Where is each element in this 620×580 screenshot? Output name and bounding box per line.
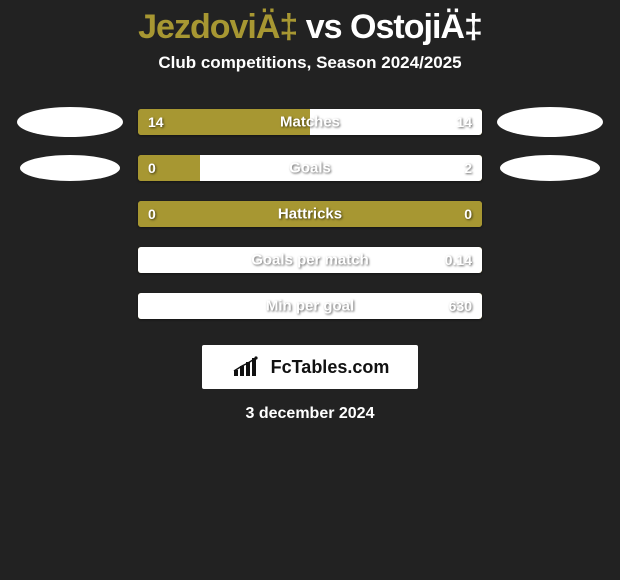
stat-value-player1: 14: [148, 114, 164, 130]
player2-marker: [497, 107, 603, 137]
stat-row: 0.14 Goals per match: [0, 247, 620, 273]
stat-name: Hattricks: [278, 206, 342, 223]
stat-name: Min per goal: [266, 298, 354, 315]
left-slot: [10, 155, 130, 181]
stat-row: 14 14 Matches: [0, 109, 620, 135]
stat-name: Goals per match: [251, 252, 369, 269]
stat-name: Matches: [280, 114, 340, 131]
stat-value-player1: 0: [148, 160, 156, 176]
stat-value-player2: 14: [456, 114, 472, 130]
subtitle: Club competitions, Season 2024/2025: [0, 53, 620, 73]
stat-bar: 14 14 Matches: [138, 109, 482, 135]
stat-bar: 630 Min per goal: [138, 293, 482, 319]
stat-value-player2: 630: [449, 298, 472, 314]
stat-bar: 0.14 Goals per match: [138, 247, 482, 273]
stat-row: 630 Min per goal: [0, 293, 620, 319]
stat-value-player2: 0.14: [445, 252, 472, 268]
bar-fill-player2: [200, 155, 482, 181]
right-slot: [490, 155, 610, 181]
date: 3 december 2024: [0, 405, 620, 423]
stat-name: Goals: [289, 160, 331, 177]
stat-rows: 14 14 Matches 0 2 Goals 0 0 Hattricks 0.14 Goals p…: [0, 109, 620, 319]
title: JezdoviÄ‡ vs OstojiÄ‡: [0, 8, 620, 47]
stat-bar: 0 2 Goals: [138, 155, 482, 181]
player1-marker: [20, 155, 120, 181]
stat-bar: 0 0 Hattricks: [138, 201, 482, 227]
player1-marker: [17, 107, 123, 137]
bar-chart-icon: [231, 355, 267, 379]
player2-marker: [500, 155, 600, 181]
stat-value-player1: 0: [148, 206, 156, 222]
player2-name: OstojiÄ‡: [350, 8, 482, 46]
stat-value-player2: 0: [464, 206, 472, 222]
left-slot: [10, 107, 130, 137]
stat-row: 0 2 Goals: [0, 155, 620, 181]
source-logo-text: FcTables.com: [271, 357, 390, 378]
stats-comparison-card: JezdoviÄ‡ vs OstojiÄ‡ Club competitions,…: [0, 8, 620, 580]
stat-row: 0 0 Hattricks: [0, 201, 620, 227]
title-vs: vs: [306, 8, 342, 46]
player1-name: JezdoviÄ‡: [138, 8, 297, 46]
stat-value-player2: 2: [464, 160, 472, 176]
source-logo: FcTables.com: [202, 345, 418, 389]
right-slot: [490, 107, 610, 137]
